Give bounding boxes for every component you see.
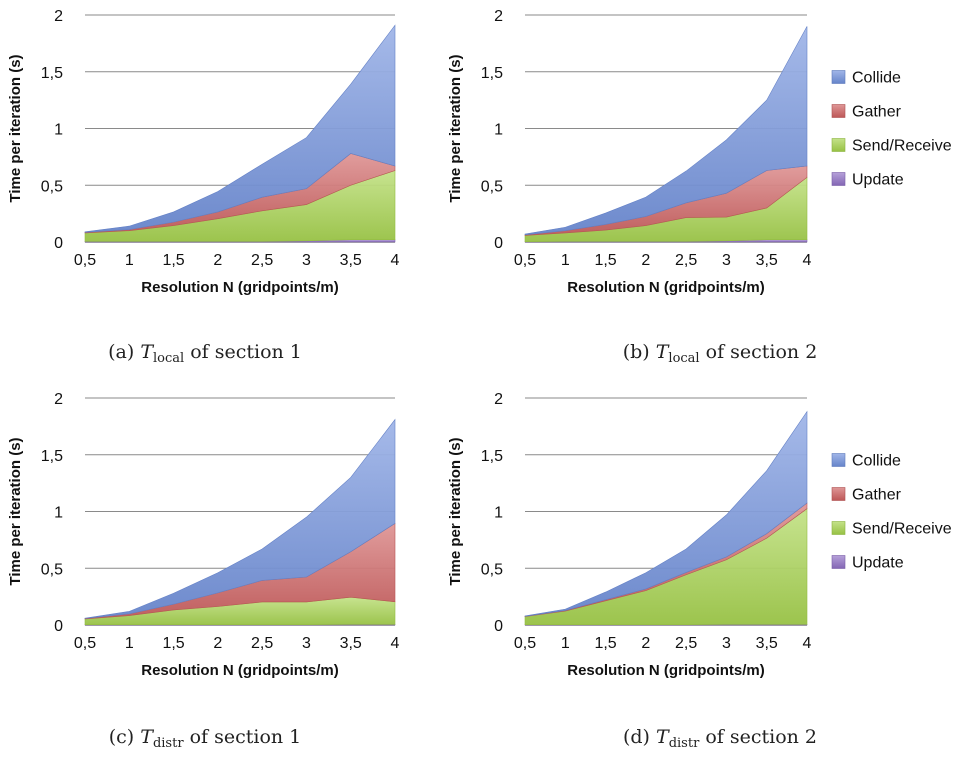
- x-tick-label: 1: [125, 252, 134, 269]
- x-tick-label: 1: [125, 635, 134, 652]
- legend-swatch-gather: [831, 487, 846, 501]
- x-tick-label: 1,5: [162, 252, 184, 269]
- x-tick-label: 3: [302, 252, 311, 269]
- y-tick-label: 0,5: [41, 561, 63, 578]
- chart-panel-a: 0 0,5 1 1,5 2 0,5 1 1,5 2 2,5 3 3,5 4 Resolution N (g…: [7, 8, 400, 366]
- y-tick-label: 1,5: [41, 448, 63, 465]
- legend-label-gather: Gather: [852, 487, 902, 504]
- legend-swatch-collide: [831, 453, 846, 467]
- area-collide: [84, 418, 396, 619]
- y-tick-label: 2: [54, 8, 63, 25]
- legend-swatch-update: [831, 555, 846, 569]
- legend-label-update: Update: [852, 555, 904, 572]
- chart-panel-c: 0 0,5 1 1,5 2 0,5 1 1,5 2 2,5 3 3,5 4 Resolution N (g…: [7, 391, 400, 751]
- x-tick-label: 2: [213, 635, 222, 652]
- legend-label-send-receive: Send/Receive: [852, 138, 952, 155]
- x-tick-label: 4: [391, 635, 400, 652]
- y-axis-label: Time per iteration (s): [7, 437, 24, 585]
- legend-label-gather: Gather: [852, 104, 902, 121]
- x-tick-label: 2: [213, 252, 222, 269]
- x-tick-label: 3,5: [340, 252, 362, 269]
- area-collide: [84, 24, 396, 233]
- y-tick-label: 0: [494, 618, 503, 635]
- legend-swatch-gather: [831, 104, 846, 118]
- y-axis-label: Time per iteration (s): [7, 54, 24, 202]
- y-tick-label: 2: [494, 8, 503, 25]
- x-tick-label: 4: [803, 252, 812, 269]
- x-tick-label: 3: [722, 252, 731, 269]
- x-tick-label: 2: [641, 252, 650, 269]
- x-axis-label: Resolution N (gridpoints/m): [567, 662, 764, 679]
- y-tick-label: 1: [494, 505, 503, 522]
- x-tick-label: 2,5: [251, 252, 273, 269]
- figure-caption-d: (d) Tdistr of section 2: [623, 726, 817, 751]
- x-tick-label: 1,5: [594, 252, 616, 269]
- y-tick-label: 1: [54, 122, 63, 139]
- x-axis-label: Resolution N (gridpoints/m): [567, 279, 764, 296]
- y-tick-label: 1,5: [481, 65, 503, 82]
- y-tick-label: 1: [54, 505, 63, 522]
- x-tick-label: 4: [803, 635, 812, 652]
- figure-caption-a: (a) Tlocal of section 1: [108, 341, 302, 366]
- y-axis-label: Time per iteration (s): [447, 437, 464, 585]
- legend-label-send-receive: Send/Receive: [852, 521, 952, 538]
- figure-caption-b: (b) Tlocal of section 2: [623, 341, 818, 366]
- y-tick-label: 0: [54, 235, 63, 252]
- x-tick-label: 2,5: [251, 635, 273, 652]
- legend-label-collide: Collide: [852, 453, 901, 470]
- x-tick-label: 3,5: [340, 635, 362, 652]
- y-axis-label: Time per iteration (s): [447, 54, 464, 202]
- x-tick-label: 1,5: [162, 635, 184, 652]
- x-tick-label: 3,5: [756, 635, 778, 652]
- x-axis-label: Resolution N (gridpoints/m): [141, 662, 338, 679]
- y-tick-label: 0: [54, 618, 63, 635]
- x-tick-label: 2: [641, 635, 650, 652]
- legend-swatch-send-receive: [831, 521, 846, 535]
- x-tick-label: 1,5: [594, 635, 616, 652]
- chart-panel-d: 0 0,5 1 1,5 2 0,5 1 1,5 2 2,5 3 3,5 4 Resolution N (g…: [447, 391, 952, 751]
- y-tick-label: 1,5: [41, 65, 63, 82]
- x-tick-label: 2,5: [675, 252, 697, 269]
- x-tick-label: 4: [391, 252, 400, 269]
- y-tick-label: 0,5: [481, 561, 503, 578]
- x-tick-label: 0,5: [74, 252, 96, 269]
- x-tick-label: 0,5: [514, 252, 536, 269]
- y-tick-label: 1: [494, 122, 503, 139]
- y-tick-label: 1,5: [481, 448, 503, 465]
- area-collide: [524, 26, 808, 236]
- x-tick-label: 1: [561, 635, 570, 652]
- area-collide: [524, 410, 808, 617]
- y-tick-label: 0: [494, 235, 503, 252]
- x-tick-label: 0,5: [74, 635, 96, 652]
- y-tick-label: 2: [494, 391, 503, 408]
- y-tick-label: 2: [54, 391, 63, 408]
- x-tick-label: 3: [302, 635, 311, 652]
- legend-swatch-update: [831, 172, 846, 186]
- legend-swatch-send-receive: [831, 138, 846, 152]
- x-tick-label: 3,5: [756, 252, 778, 269]
- y-tick-label: 0,5: [481, 178, 503, 195]
- x-tick-label: 0,5: [514, 635, 536, 652]
- legend-label-collide: Collide: [852, 70, 901, 87]
- y-tick-label: 0,5: [41, 178, 63, 195]
- x-tick-label: 2,5: [675, 635, 697, 652]
- x-tick-label: 1: [561, 252, 570, 269]
- x-axis-label: Resolution N (gridpoints/m): [141, 279, 338, 296]
- figure-caption-c: (c) Tdistr of section 1: [109, 726, 302, 751]
- legend-swatch-collide: [831, 70, 846, 84]
- legend-label-update: Update: [852, 172, 904, 189]
- chart-panel-b: 0 0,5 1 1,5 2 0,5 1 1,5 2 2,5 3 3,5 4 Resolution N (g…: [447, 8, 952, 366]
- x-tick-label: 3: [722, 635, 731, 652]
